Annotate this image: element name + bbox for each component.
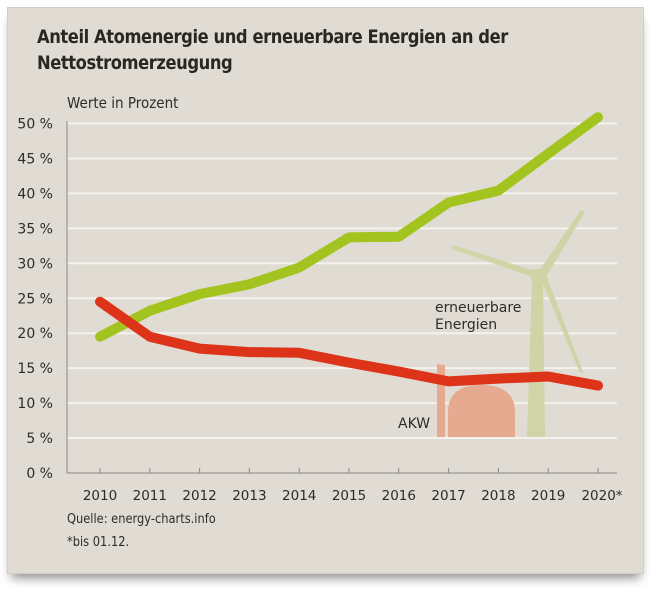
x-tick-label: 2018 — [481, 488, 515, 504]
source-note: Quelle: energy-charts.info — [67, 512, 216, 527]
x-tick-label: 2016 — [382, 488, 416, 504]
y-tick-label: 45 % — [17, 151, 53, 167]
x-tick-label: 2010 — [83, 488, 117, 504]
series-line-akw — [95, 296, 603, 391]
annotation-nuclear: AKW — [398, 416, 430, 432]
x-tick-label: 2019 — [531, 488, 565, 504]
x-tick-label: 2020* — [581, 488, 622, 504]
y-tick-label: 40 % — [17, 186, 53, 202]
x-tick-label: 2011 — [133, 488, 167, 504]
series-lines — [95, 112, 603, 391]
y-tick-labels: 0 % 5 % 10 % 15 % 20 % 25 % 30 % 35 % 40 % 45 % 50… — [17, 117, 53, 483]
annotation-renewables-word: erneuerbare — [435, 300, 521, 316]
x-tick-label: 2017 — [431, 488, 465, 504]
x-tick-label: 2015 — [332, 488, 366, 504]
footnote: *bis 01.12. — [67, 535, 130, 550]
gridlines — [67, 122, 617, 440]
x-tick-label: 2013 — [232, 488, 266, 504]
y-tick-label: 20 % — [17, 326, 53, 342]
series-line-erneuerbare-energien — [95, 112, 603, 342]
wind-turbine-icon — [452, 210, 585, 437]
y-axis-label: Werte in Prozent — [67, 95, 179, 112]
y-tick-label: 30 % — [17, 256, 53, 272]
annotation-renewables-word: Energien — [435, 317, 497, 333]
y-tick-label: 5 % — [26, 431, 53, 447]
x-tick-label: 2014 — [282, 488, 316, 504]
y-tick-label: 35 % — [17, 221, 53, 237]
chart-title: Anteil Atomenergie und erneuerbare Energ… — [37, 26, 508, 74]
x-tick-label: 2012 — [182, 488, 216, 504]
y-tick-label: 50 % — [17, 117, 53, 133]
y-tick-label: 15 % — [17, 361, 53, 377]
x-ticks: 2010 2011 2012 2013 2014 2015 2016 2017 2018 2019… — [83, 468, 623, 504]
y-tick-label: 25 % — [17, 291, 53, 307]
annotation-renewables-line1: erneuerbare Energien — [435, 300, 521, 333]
y-tick-label: 10 % — [17, 396, 53, 412]
y-tick-label: 0 % — [26, 466, 53, 482]
